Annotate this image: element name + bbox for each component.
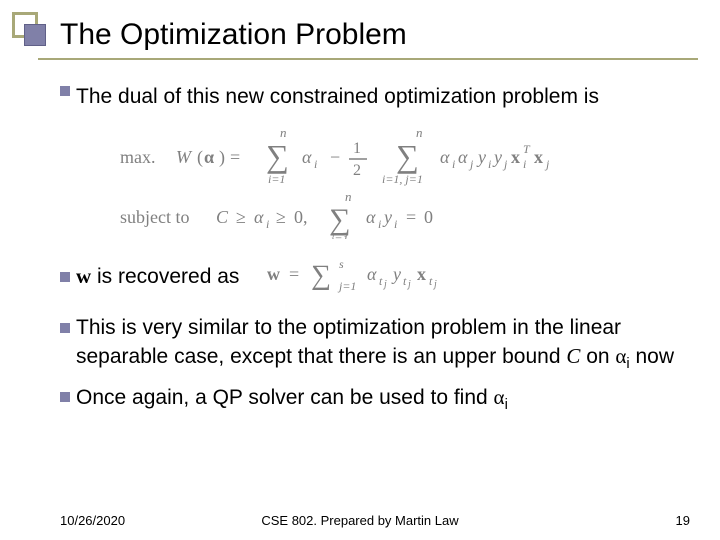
svg-text:i: i xyxy=(266,217,269,231)
svg-text:α: α xyxy=(367,264,377,284)
svg-text:∑: ∑ xyxy=(396,138,419,174)
slide-title-block: The Optimization Problem xyxy=(60,18,407,52)
bullet-square-icon xyxy=(60,323,70,333)
svg-text:i: i xyxy=(488,157,491,171)
svg-text:T: T xyxy=(523,142,531,156)
bullet-3: This is very similar to the optimization… xyxy=(60,314,700,375)
svg-text:j: j xyxy=(468,157,474,171)
svg-text:2: 2 xyxy=(353,162,361,179)
svg-text:j: j xyxy=(406,279,411,290)
svg-text:t: t xyxy=(379,274,383,288)
svg-text:∑: ∑ xyxy=(266,138,289,174)
svg-text:(: ( xyxy=(197,147,203,168)
svg-text:α: α xyxy=(440,147,450,167)
svg-text:x: x xyxy=(534,147,543,167)
bullet-2-text: w is recovered as xyxy=(76,264,239,289)
title-underline xyxy=(38,58,698,60)
svg-text:i: i xyxy=(378,217,381,231)
svg-text:=: = xyxy=(289,264,299,284)
slide-corner-decoration xyxy=(12,12,52,52)
dual-formula-svg: max. W ( α ) = n ∑ i=1 α i − 1 2 n xyxy=(120,119,590,239)
footer-date: 10/26/2020 xyxy=(60,513,125,528)
svg-text:i=1, j=1: i=1, j=1 xyxy=(382,172,423,186)
bullet-square-icon xyxy=(60,392,70,402)
svg-text:=: = xyxy=(406,207,416,227)
bullet-4-text: Once again, a QP solver can be used to f… xyxy=(76,383,508,416)
slide-title: The Optimization Problem xyxy=(60,18,407,52)
svg-text:j=1: j=1 xyxy=(337,279,356,293)
svg-text:y: y xyxy=(492,147,502,167)
weight-formula: w = ∑ s j=1 α t j y t j x t j xyxy=(267,252,477,300)
svg-text:α: α xyxy=(204,147,214,167)
bullet-square-icon xyxy=(60,272,70,282)
svg-text:j: j xyxy=(382,279,387,290)
svg-text:y: y xyxy=(382,207,392,227)
svg-text:s: s xyxy=(339,257,344,271)
svg-text:i: i xyxy=(394,217,397,231)
svg-text:−: − xyxy=(330,147,340,167)
footer-page-number: 19 xyxy=(676,513,690,528)
svg-text:≥: ≥ xyxy=(236,207,246,227)
svg-text:t: t xyxy=(403,274,407,288)
bullet-square-icon xyxy=(60,86,70,96)
slide-content: The dual of this new constrained optimiz… xyxy=(60,85,700,416)
svg-text:1: 1 xyxy=(353,140,361,157)
footer-center: CSE 802. Prepared by Martin Law xyxy=(261,513,458,528)
svg-text:n: n xyxy=(345,189,352,204)
svg-text:W: W xyxy=(176,147,193,167)
deco-square-slate xyxy=(24,24,46,46)
dual-formula: max. W ( α ) = n ∑ i=1 α i − 1 2 n xyxy=(120,119,700,244)
svg-text:y: y xyxy=(391,264,401,284)
svg-text:∑: ∑ xyxy=(311,260,331,291)
svg-text:j: j xyxy=(502,157,508,171)
svg-text:i=1: i=1 xyxy=(268,172,285,186)
svg-text:0: 0 xyxy=(424,207,433,227)
svg-text:α: α xyxy=(302,147,312,167)
svg-text:0,: 0, xyxy=(294,207,308,227)
subject-to-label: subject to xyxy=(120,207,190,227)
bullet-1-text: The dual of this new constrained optimiz… xyxy=(76,85,599,109)
bullet-4: Once again, a QP solver can be used to f… xyxy=(60,383,700,416)
svg-text:): ) xyxy=(219,147,225,168)
svg-text:j: j xyxy=(432,279,437,290)
svg-text:i: i xyxy=(523,157,526,171)
svg-text:x: x xyxy=(511,147,520,167)
bullet-3-text: This is very similar to the optimization… xyxy=(76,314,700,375)
svg-text:C: C xyxy=(216,207,229,227)
svg-text:t: t xyxy=(429,274,433,288)
bullet-2: w is recovered as w = ∑ s j=1 α t j y t … xyxy=(60,252,700,300)
weight-formula-svg: w = ∑ s j=1 α t j y t j x t j xyxy=(267,252,477,294)
svg-text:α: α xyxy=(366,207,376,227)
svg-text:i: i xyxy=(452,157,455,171)
svg-text:j: j xyxy=(544,157,550,171)
svg-text:α: α xyxy=(254,207,264,227)
svg-text:x: x xyxy=(417,264,426,284)
svg-text:w: w xyxy=(267,264,280,284)
bullet-1: The dual of this new constrained optimiz… xyxy=(60,85,700,109)
weight-symbol: w xyxy=(76,264,91,288)
svg-text:=: = xyxy=(230,147,240,167)
svg-text:i=1: i=1 xyxy=(331,232,348,239)
svg-text:≥: ≥ xyxy=(276,207,286,227)
max-label: max. xyxy=(120,147,156,167)
svg-text:y: y xyxy=(476,147,486,167)
svg-text:i: i xyxy=(314,157,317,171)
svg-text:α: α xyxy=(458,147,468,167)
